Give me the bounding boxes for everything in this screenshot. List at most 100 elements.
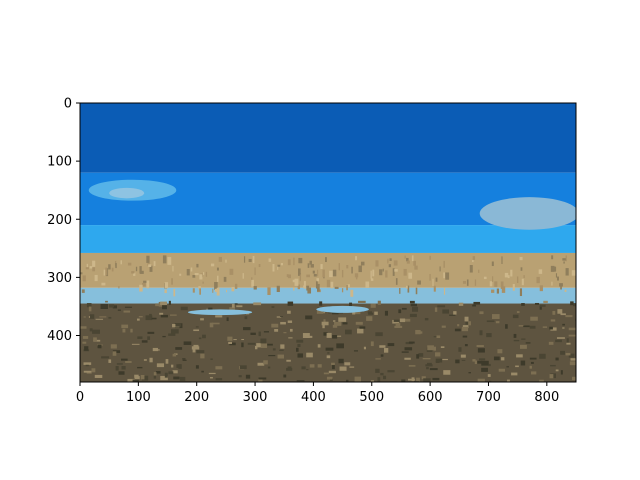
reed-speckle: [286, 274, 289, 278]
ground-speckle: [116, 363, 123, 365]
ground-speckle: [296, 339, 304, 343]
reed-speckle: [466, 279, 469, 286]
ground-speckle: [160, 301, 168, 306]
ground-speckle: [384, 310, 389, 316]
reed-speckle: [242, 273, 244, 279]
ground-speckle: [570, 301, 574, 306]
reed-speckle: [394, 269, 398, 272]
ground-speckle: [82, 336, 89, 339]
ground-speckle: [280, 321, 286, 325]
reed-speckle: [214, 288, 218, 292]
ground-speckle: [566, 338, 569, 343]
ground-speckle: [323, 319, 326, 322]
ground-speckle: [86, 303, 92, 308]
ground-speckle: [162, 305, 167, 310]
ground-speckle: [316, 309, 324, 314]
reed-speckle: [559, 283, 563, 287]
ground-speckle: [332, 364, 335, 370]
reed-speckle: [315, 280, 318, 289]
ground-speckle: [208, 307, 213, 311]
ground-speckle: [145, 315, 153, 321]
y-tick-label: 400: [47, 329, 72, 344]
ground-speckle: [328, 370, 336, 374]
ground-speckle: [464, 344, 468, 347]
ground-speckle: [287, 310, 291, 314]
reed-speckle: [258, 264, 261, 268]
ground-speckle: [260, 343, 268, 348]
reed-speckle: [501, 286, 506, 293]
ground-speckle: [518, 325, 525, 327]
reed-speckle: [407, 285, 410, 293]
reed-speckle: [303, 285, 306, 288]
reed-speckle: [198, 286, 201, 290]
ground-speckle: [121, 358, 128, 361]
reed-speckle: [94, 274, 98, 282]
ground-speckle: [529, 325, 536, 329]
ground-speckle: [529, 365, 532, 369]
ground-speckle: [241, 342, 244, 348]
ground-speckle: [512, 314, 519, 319]
ground-speckle: [486, 333, 492, 338]
ground-speckle: [404, 347, 413, 351]
ground-speckle: [80, 326, 87, 329]
reed-speckle: [101, 282, 106, 286]
reed-speckle: [379, 269, 383, 276]
ground-speckle: [408, 365, 416, 367]
reed-speckle: [510, 269, 513, 277]
ground-speckle: [306, 352, 313, 358]
ground-speckle: [215, 315, 223, 318]
ground-speckle: [395, 323, 401, 327]
ground-speckle: [349, 302, 353, 307]
ground-speckle: [147, 331, 155, 334]
x-tick-label: 800: [534, 390, 559, 405]
reed-speckle: [443, 260, 445, 268]
ground-speckle: [160, 375, 168, 381]
ground-speckle: [267, 366, 271, 369]
ground-speckle: [539, 305, 542, 310]
reed-speckle: [472, 256, 476, 260]
ground-speckle: [556, 337, 565, 339]
ground-speckle: [441, 325, 446, 328]
ground-speckle: [461, 359, 466, 361]
ground-speckle: [464, 316, 469, 322]
reed-speckle: [139, 270, 144, 274]
reed-speckle: [555, 273, 558, 278]
reed-speckle: [322, 269, 325, 278]
ground-speckle: [479, 311, 484, 315]
ground-speckle: [412, 306, 419, 312]
ground-speckle: [449, 314, 456, 316]
ground-speckle: [344, 329, 352, 335]
reed-speckle: [272, 263, 275, 272]
reed-speckle: [139, 284, 143, 292]
reed-speckle: [326, 279, 331, 288]
ground-speckle: [193, 329, 200, 332]
ground-speckle: [468, 372, 471, 374]
ground-speckle: [341, 381, 347, 382]
image-feature-cloud-right: [479, 197, 576, 230]
ground-speckle: [297, 353, 303, 358]
ground-speckle: [550, 319, 556, 322]
reed-speckle: [82, 275, 86, 282]
reed-speckle: [330, 281, 334, 289]
reed-speckle: [501, 256, 503, 264]
reed-speckle: [252, 255, 255, 264]
ground-speckle: [332, 334, 338, 339]
reed-speckle: [565, 268, 569, 276]
ground-speckle: [550, 327, 557, 331]
ground-speckle: [454, 328, 461, 332]
ground-speckle: [268, 354, 276, 357]
ground-speckle: [171, 364, 174, 368]
ground-speckle: [165, 359, 169, 364]
reed-speckle: [516, 276, 519, 283]
reed-speckle: [131, 271, 135, 274]
ground-speckle: [229, 342, 236, 346]
ground-speckle: [409, 313, 417, 318]
reed-speckle: [491, 261, 494, 267]
ground-speckle: [297, 343, 301, 348]
reed-speckle: [192, 275, 196, 278]
ground-speckle: [387, 343, 395, 347]
reed-speckle: [429, 255, 431, 260]
ground-speckle: [515, 365, 519, 368]
ground-speckle: [401, 379, 406, 382]
reed-speckle: [483, 276, 487, 280]
